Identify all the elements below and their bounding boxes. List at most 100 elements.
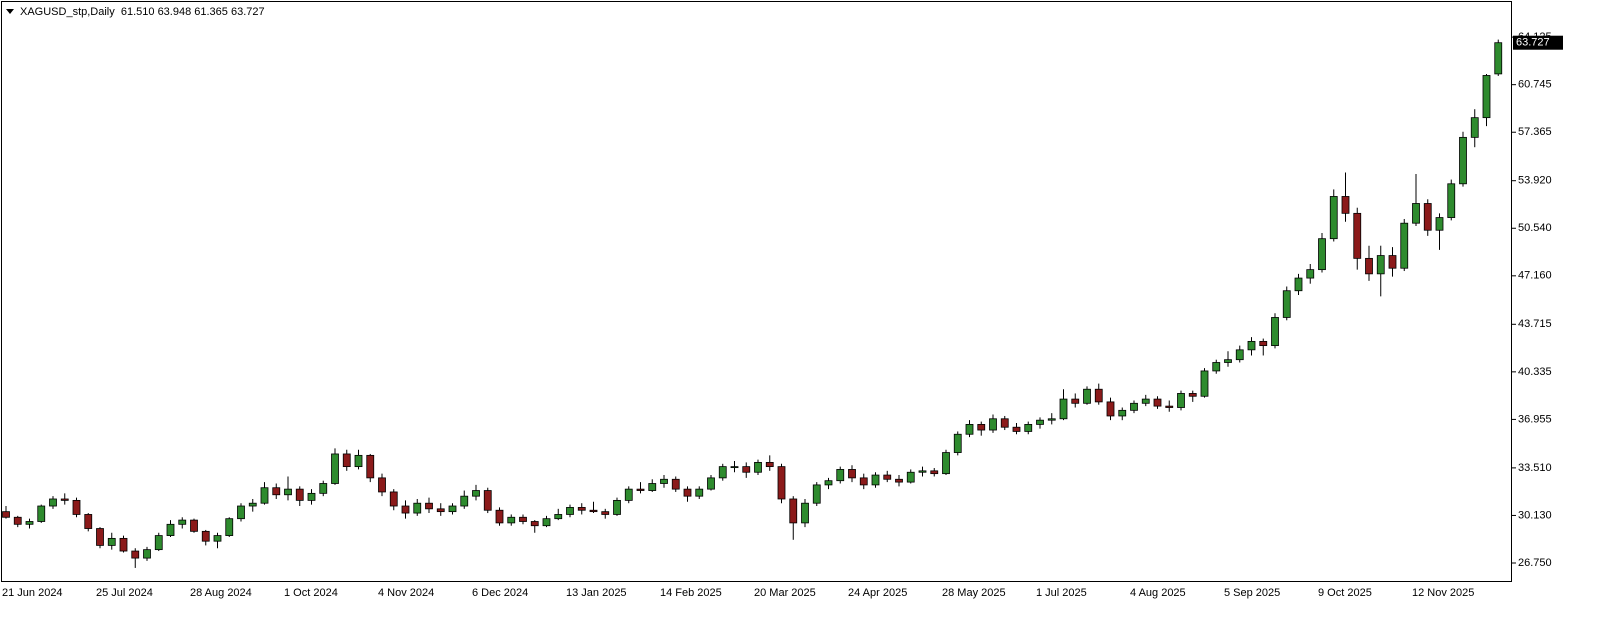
candle-body — [190, 519, 198, 532]
candle-body — [1118, 409, 1127, 417]
candle-body — [1294, 277, 1303, 292]
candle-body — [448, 505, 457, 513]
candle-body — [1000, 418, 1009, 428]
candle-body — [1353, 212, 1362, 259]
candle-body — [848, 469, 856, 479]
candle-body — [1024, 424, 1033, 432]
y-tick-label: 60.745 — [1518, 79, 1552, 91]
candle-body — [1435, 217, 1444, 231]
candle-body — [307, 492, 316, 501]
x-tick-label: 12 Nov 2025 — [1412, 587, 1474, 599]
candle-body — [295, 488, 304, 501]
candle-body — [1094, 388, 1103, 403]
candle-body — [1153, 398, 1162, 407]
candle-body — [284, 488, 292, 496]
candle-body — [84, 514, 93, 529]
candle-body — [331, 453, 339, 484]
collapse-arrow[interactable] — [6, 9, 14, 14]
candle-body — [1188, 393, 1197, 397]
candle-body — [965, 424, 974, 435]
x-tick-label: 6 Dec 2024 — [472, 587, 528, 599]
candle-body — [1036, 419, 1044, 425]
candle-body — [1071, 398, 1080, 404]
candle-body — [836, 469, 845, 482]
candle-body — [660, 478, 668, 484]
candle-body — [1212, 362, 1221, 372]
candle-body — [895, 478, 903, 483]
candle-body — [37, 505, 46, 522]
candle-body — [989, 418, 997, 431]
plot-frame — [1, 1, 1512, 582]
candle-body — [871, 474, 880, 486]
candle-body — [648, 483, 657, 491]
candle-body — [1247, 340, 1256, 351]
candle-body — [1494, 42, 1503, 75]
candle-body — [1235, 349, 1244, 361]
candle-body — [1200, 370, 1209, 397]
x-tick-label: 5 Sep 2025 — [1224, 587, 1280, 599]
y-tick-label: 50.540 — [1518, 222, 1552, 234]
y-tick-label: 30.130 — [1518, 509, 1552, 521]
candle-body — [1400, 222, 1409, 269]
x-tick-label: 14 Feb 2025 — [660, 587, 722, 599]
candle-body — [589, 509, 598, 513]
candle-body — [695, 488, 704, 497]
y-tick-label: 53.920 — [1518, 175, 1552, 187]
candle-body — [248, 502, 257, 507]
candle-body — [613, 499, 621, 515]
candle-body — [542, 518, 551, 527]
candle-body — [730, 466, 739, 469]
x-tick-label: 24 Apr 2025 — [848, 587, 907, 599]
candle-body — [166, 523, 175, 536]
candle-body — [1083, 388, 1091, 404]
candle-body — [1376, 255, 1385, 275]
candle-body — [1282, 290, 1291, 318]
candle-body — [554, 514, 563, 520]
candle-body — [342, 453, 351, 468]
candle-body — [472, 490, 480, 497]
candle-body — [671, 478, 680, 490]
candle-body — [1306, 269, 1315, 279]
candle-body — [460, 495, 469, 507]
x-tick-label: 1 Oct 2024 — [284, 587, 338, 599]
candle-body — [201, 530, 210, 542]
candle-body — [1271, 317, 1279, 347]
candle-body — [413, 502, 422, 514]
candle-body — [507, 516, 516, 524]
x-tick-label: 9 Oct 2025 — [1318, 587, 1372, 599]
x-tick-label: 28 May 2025 — [942, 587, 1006, 599]
chart-title: XAGUSD_stp,Daily 61.510 63.948 61.365 63… — [20, 6, 265, 18]
candle-body — [154, 535, 163, 551]
candle-body — [2, 511, 10, 518]
candle-body — [777, 466, 786, 500]
candle-body — [577, 507, 586, 511]
candle-body — [683, 488, 692, 497]
candle-body — [801, 502, 809, 524]
candle-body — [260, 487, 269, 504]
candle-body — [707, 477, 715, 490]
candle-body — [1130, 402, 1138, 411]
candle-body — [942, 452, 950, 475]
candle-body — [319, 483, 328, 494]
candle-body — [119, 537, 128, 552]
candle-body — [1482, 75, 1491, 119]
candle-body — [495, 509, 504, 524]
candle-body — [178, 519, 187, 525]
y-tick-label: 43.715 — [1518, 318, 1552, 330]
candle-body — [272, 487, 281, 496]
x-tick-label: 28 Aug 2024 — [190, 587, 252, 599]
candle-body — [824, 480, 833, 486]
candle-body — [1177, 393, 1185, 408]
candle-body — [566, 507, 574, 515]
candle-body — [1012, 426, 1021, 432]
candle-body — [1059, 398, 1068, 420]
candle-body — [1329, 196, 1338, 240]
candle-body — [131, 550, 140, 559]
candle-body — [107, 537, 116, 546]
x-tick-label: 13 Jan 2025 — [566, 587, 627, 599]
candle-body — [1412, 203, 1420, 224]
candle-body — [636, 488, 645, 491]
candle-body — [60, 498, 69, 501]
